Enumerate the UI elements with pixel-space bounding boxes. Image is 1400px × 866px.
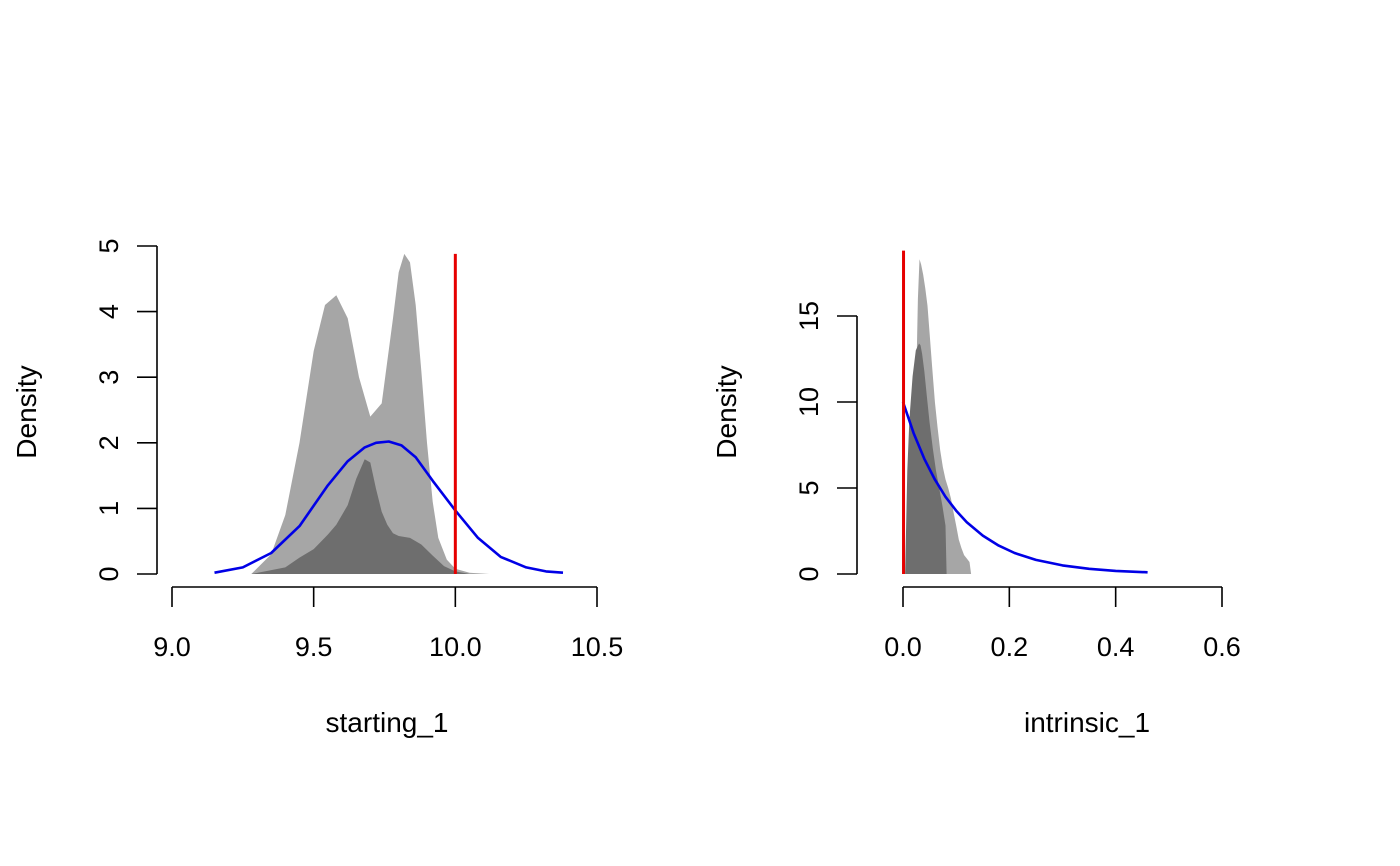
intrinsic-1-x-tick-label: 0.4 [1097,632,1135,662]
starting-1-y-tick-label: 3 [94,370,124,385]
starting-1-y-tick-label: 1 [94,501,124,516]
starting-1-x-tick-label: 10.5 [571,632,624,662]
starting-1-plot-area [214,253,564,574]
intrinsic-1-posterior-density-dark [905,343,947,574]
starting-1-y-tick-label: 5 [94,238,124,253]
starting-1-x-tick-label: 9.0 [153,632,191,662]
intrinsic-1-prior-density-line [901,401,1148,574]
starting-1-x-tick-label: 9.5 [295,632,333,662]
intrinsic-1-plot-area [901,250,1148,574]
starting-1-x-tick-label: 10.0 [429,632,482,662]
starting-1-y-tick-label: 0 [94,566,124,581]
intrinsic-1-y-tick-label: 5 [794,480,824,495]
intrinsic-1-density-panel: 0.0 0.2 0.4 0.6 0 5 10 15 intrinsic_1 Density [711,250,1241,738]
intrinsic-1-y-tick-label: 0 [794,566,824,581]
starting-1-axes: 9.0 9.5 10.0 10.5 0 1 2 3 4 5 [94,238,623,662]
starting-1-x-axis-title: starting_1 [326,707,449,738]
starting-1-y-tick-label: 2 [94,435,124,450]
intrinsic-1-x-tick-label: 0.6 [1203,632,1241,662]
intrinsic-1-x-axis-title: intrinsic_1 [1024,707,1150,738]
starting-1-prior-density-line [214,440,564,574]
starting-1-y-axis-title: Density [11,365,42,458]
intrinsic-1-y-axis-title: Density [711,365,742,458]
intrinsic-1-x-tick-label: 0.2 [991,632,1029,662]
starting-1-posterior-density-dark [251,459,470,574]
intrinsic-1-axes: 0.0 0.2 0.4 0.6 0 5 10 15 [794,301,1241,662]
intrinsic-1-y-tick-label: 10 [794,387,824,417]
intrinsic-1-x-tick-label: 0.0 [884,632,922,662]
intrinsic-1-y-tick-label: 15 [794,301,824,331]
starting-1-y-tick-label: 4 [94,304,124,319]
starting-1-density-panel: 9.0 9.5 10.0 10.5 0 1 2 3 4 5 starting_1 Density [11,238,623,738]
starting-1-posterior-density-light [251,253,513,574]
